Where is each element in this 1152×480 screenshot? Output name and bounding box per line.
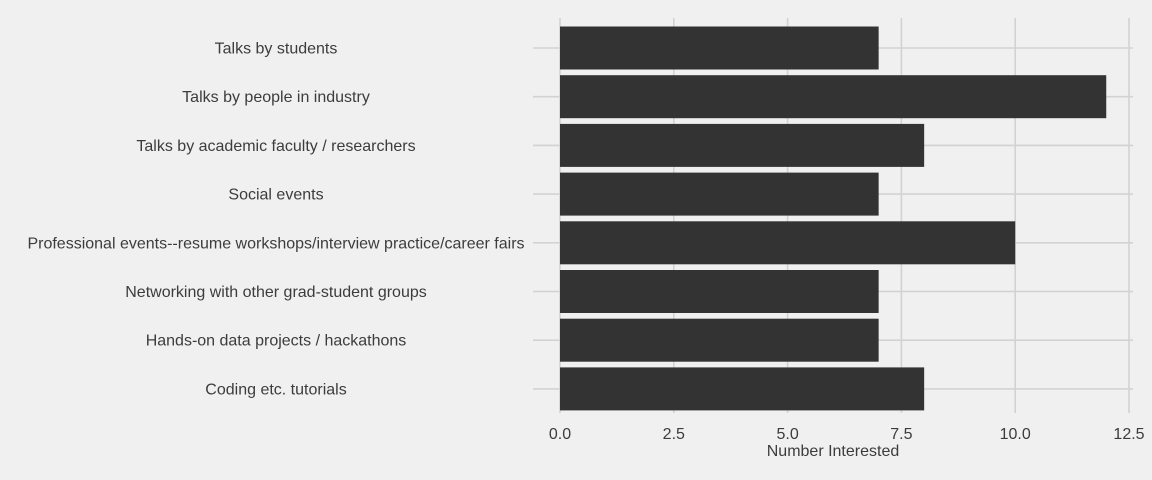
x-tick-label: 2.5 [663,426,685,443]
x-axis-title: Number Interested [767,443,900,460]
bar [560,26,879,70]
bar [560,270,879,313]
bar [560,367,925,411]
category-labels: Talks by students Talks by people in indu… [27,41,524,399]
bar [560,221,1016,265]
bars [560,26,1107,411]
category-label: Professional events--resume workshops/in… [27,235,524,252]
category-label: Talks by academic faculty / researchers [136,138,415,155]
bar [560,318,879,362]
bar [560,123,925,167]
x-tick-labels: 0.0 2.5 5.0 7.5 10.0 12.5 [549,426,1145,443]
x-tick-label: 12.5 [1113,426,1144,443]
bar [560,75,1107,119]
category-label: Networking with other grad-student group… [125,284,427,301]
category-label: Talks by students [215,41,338,58]
bar [560,172,879,216]
category-label: Hands-on data projects / hackathons [146,333,407,350]
category-label: Talks by people in industry [182,89,370,106]
x-tick-label: 7.5 [890,426,912,443]
category-label: Coding etc. tutorials [205,381,346,398]
category-label: Social events [228,187,323,204]
x-tick-label: 10.0 [1000,426,1031,443]
x-tick-label: 5.0 [776,426,798,443]
x-tick-label: 0.0 [549,426,571,443]
